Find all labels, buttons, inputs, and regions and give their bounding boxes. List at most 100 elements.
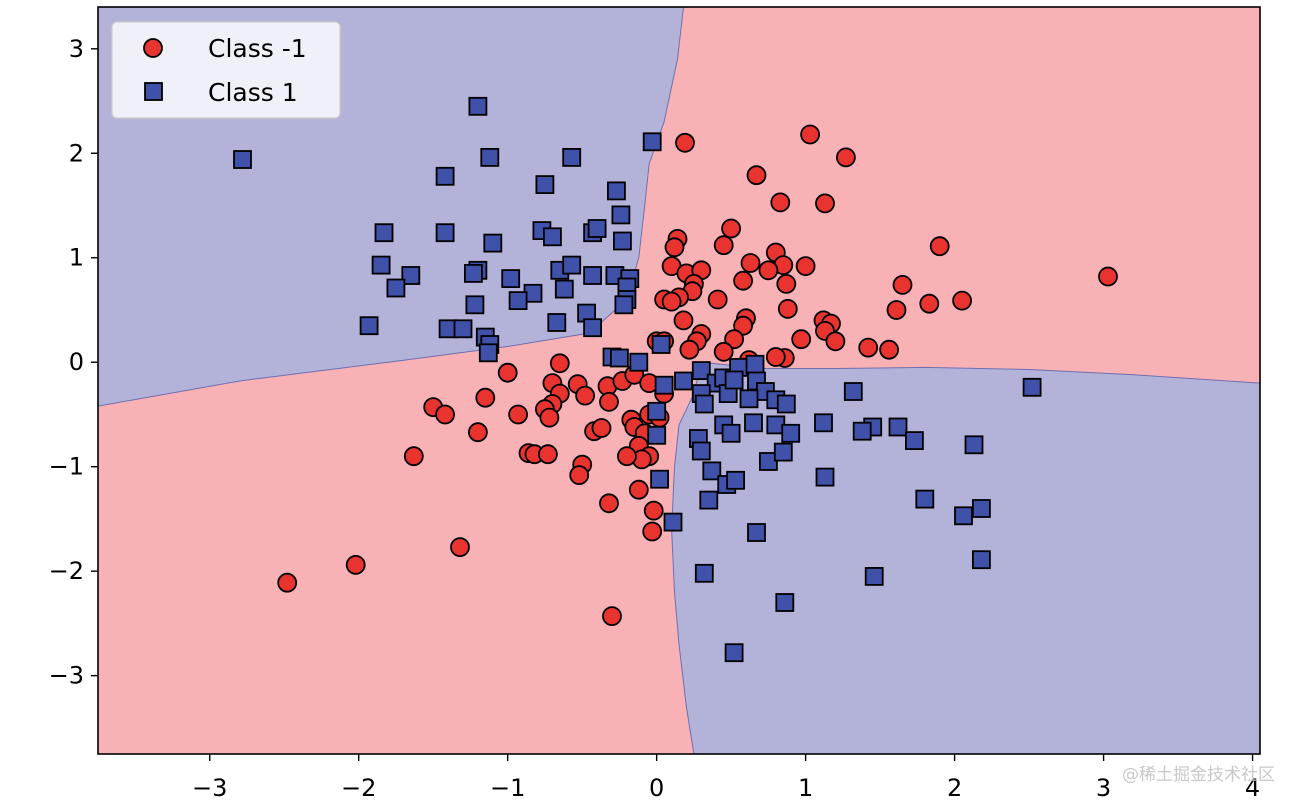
y-tick-label: 2	[69, 139, 84, 167]
x-tick-label: 1	[798, 774, 813, 802]
point-class-pos	[775, 593, 795, 612]
point-class-pos	[1022, 377, 1042, 397]
x-tick-label: 0	[649, 774, 664, 802]
point-class-pos	[583, 318, 602, 338]
point-class-neg	[886, 300, 907, 320]
point-class-pos	[468, 96, 488, 116]
point-class-pos	[721, 423, 741, 443]
point-class-neg	[721, 218, 741, 239]
point-class-pos	[607, 181, 626, 201]
point-class-pos	[852, 421, 872, 441]
point-class-pos	[629, 352, 649, 372]
point-class-neg	[713, 341, 734, 362]
point-class-pos	[954, 506, 973, 526]
plot-frame	[97, 6, 1261, 755]
class-neg-points	[277, 124, 1118, 626]
y-tick-label: −2	[49, 557, 84, 585]
x-tick-label: −1	[490, 774, 525, 802]
point-class-neg	[879, 339, 899, 360]
point-class-neg	[777, 298, 798, 319]
point-class-neg	[707, 289, 728, 310]
point-class-neg	[508, 404, 528, 425]
point-class-pos	[815, 467, 835, 487]
point-class-pos	[694, 563, 714, 583]
point-class-pos	[691, 361, 711, 381]
point-class-neg	[836, 147, 856, 168]
point-class-neg	[815, 193, 835, 214]
point-class-neg	[403, 446, 424, 467]
watermark-text: @稀土掘金技术社区	[1122, 765, 1275, 785]
point-class-neg	[497, 362, 518, 383]
point-class-neg	[765, 347, 786, 367]
point-class-pos	[745, 354, 765, 374]
region-class-pos-1	[671, 361, 1260, 754]
y-tick-label: −1	[49, 453, 84, 481]
point-class-neg	[664, 237, 685, 258]
point-class-neg	[575, 385, 595, 406]
point-class-pos	[435, 166, 455, 186]
point-class-pos	[562, 147, 582, 167]
point-class-neg	[858, 337, 879, 358]
x-tick-label: 3	[1096, 774, 1111, 802]
point-class-pos	[465, 295, 485, 315]
point-class-pos	[501, 269, 521, 289]
point-class-neg	[591, 418, 612, 438]
point-class-neg	[661, 291, 682, 312]
point-class-neg	[776, 273, 797, 294]
point-class-neg	[825, 331, 846, 352]
class-pos-points	[233, 96, 1042, 663]
x-tick-label: −2	[341, 774, 376, 802]
point-class-neg	[740, 253, 761, 273]
point-class-pos	[654, 375, 674, 395]
point-class-pos	[776, 394, 796, 414]
point-class-neg	[599, 391, 619, 412]
point-class-pos	[915, 489, 935, 509]
point-class-pos	[371, 255, 391, 275]
point-class-neg	[800, 124, 820, 145]
point-class-pos	[435, 223, 455, 243]
point-class-pos	[739, 389, 759, 409]
point-class-neg	[602, 606, 622, 626]
point-class-neg	[733, 315, 753, 336]
point-class-neg	[746, 165, 767, 186]
x-tick-label: −3	[192, 774, 227, 802]
point-class-pos	[611, 205, 631, 225]
point-class-neg	[475, 387, 496, 408]
point-class-pos	[744, 413, 763, 433]
point-class-neg	[450, 537, 470, 557]
point-class-neg	[758, 260, 779, 281]
legend-label-class-pos: Class 1	[208, 78, 298, 107]
point-class-neg	[713, 235, 734, 256]
point-class-pos	[583, 266, 602, 285]
point-class-pos	[478, 343, 498, 363]
point-class-neg	[892, 274, 913, 295]
point-class-neg	[675, 132, 695, 153]
point-class-pos	[647, 425, 667, 445]
point-class-neg	[952, 290, 972, 311]
point-class-neg	[929, 236, 950, 257]
point-class-neg	[770, 192, 791, 213]
point-class-pos	[747, 523, 766, 542]
point-class-neg	[795, 256, 816, 277]
y-tick-label: 1	[69, 244, 84, 272]
point-class-neg	[549, 353, 570, 374]
point-class-pos	[610, 348, 629, 368]
point-class-pos	[843, 382, 863, 401]
point-class-pos	[674, 371, 693, 391]
point-class-pos	[724, 643, 744, 663]
point-class-pos	[888, 417, 908, 437]
legend-label-class-neg: Class -1	[208, 34, 307, 63]
point-class-pos	[663, 512, 683, 532]
y-tick-label: 3	[69, 35, 84, 63]
point-class-pos	[905, 431, 924, 451]
point-class-neg	[617, 446, 637, 467]
point-class-pos	[483, 233, 503, 253]
point-class-pos	[642, 132, 662, 152]
point-class-pos	[773, 442, 793, 462]
point-class-neg	[679, 339, 700, 360]
point-class-pos	[233, 150, 252, 169]
point-class-pos	[453, 319, 473, 339]
point-class-pos	[972, 499, 991, 518]
point-class-pos	[508, 291, 528, 311]
